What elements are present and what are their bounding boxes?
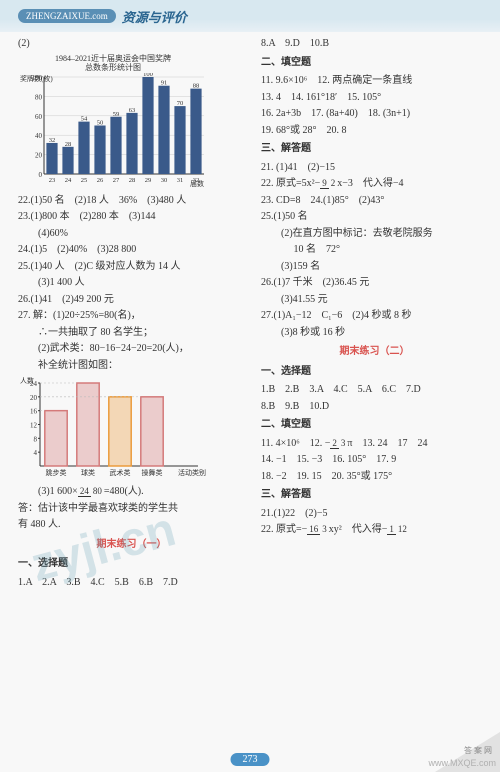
content-area: (2) 1984–2021近十届奥运会中国奖牌 总数条形统计图 0 20 40 60 8… — [0, 32, 500, 742]
text-line: 23.(1)800 本 (2)280 本 (3)144 — [18, 209, 245, 225]
section-subtitle: 二、填空题 — [261, 55, 488, 71]
svg-text:50: 50 — [97, 119, 104, 126]
text-line: (3)1 600×2480=480(人). — [18, 484, 245, 500]
text-line: 8.B 9.B 10.D — [261, 399, 488, 415]
page-number: 273 — [231, 753, 270, 766]
corner-url: www.MXQE.com — [428, 758, 496, 768]
text-line: 11. 4×10⁶ 12. −23π 13. 24 17 24 — [261, 436, 488, 452]
text-line: 11. 9.6×10⁶ 12. 两点确定一条直线 — [261, 73, 488, 89]
text-line: 27.(1)A₁−12 C₁−6 (2)4 秒或 8 秒 — [261, 308, 488, 324]
text-line: (2)武术类：80−16−24−20=20(人)， — [18, 341, 245, 357]
text-line: (3)41.55 元 — [261, 292, 488, 308]
svg-text:届数: 届数 — [190, 179, 204, 188]
text-line: 21.(1)22 (2)−5 — [261, 506, 488, 522]
svg-text:跳步类: 跳步类 — [46, 468, 67, 477]
text-line: 8.A 9.D 10.B — [261, 36, 488, 52]
text-line: 22.(1)50 名 (2)18 人 36% (3)480 人 — [18, 193, 245, 209]
right-column: 8.A 9.D 10.B 二、填空题 11. 9.6×10⁶ 12. 两点确定一… — [253, 36, 488, 734]
svg-text:60: 60 — [35, 112, 43, 120]
svg-text:8: 8 — [34, 435, 38, 443]
text-line: 27. 解：(1)20÷25%=80(名)， — [18, 308, 245, 324]
svg-text:80: 80 — [35, 93, 43, 101]
svg-text:25: 25 — [81, 177, 88, 184]
section-subtitle: 一、选择题 — [18, 556, 245, 572]
svg-text:26: 26 — [97, 177, 104, 184]
header-title: 资源与评价 — [122, 7, 187, 26]
section-title: 期末练习（二） — [261, 344, 488, 360]
text-line: 24.(1)5 (2)40% (3)28 800 — [18, 242, 245, 258]
svg-text:23: 23 — [49, 177, 56, 184]
svg-text:20: 20 — [35, 151, 43, 159]
svg-text:30: 30 — [161, 177, 168, 184]
left-column: (2) 1984–2021近十届奥运会中国奖牌 总数条形统计图 0 20 40 60 8… — [18, 36, 253, 734]
text-line: (3)1 400 人 — [18, 275, 245, 291]
svg-text:54: 54 — [81, 115, 88, 122]
text-line: 1.A 2.A 3.B 4.C 5.B 6.B 7.D — [18, 575, 245, 591]
svg-text:人数: 人数 — [20, 376, 34, 385]
bar-chart-1: 1984–2021近十届奥运会中国奖牌 总数条形统计图 0 20 40 60 80 100… — [18, 54, 208, 189]
svg-text:球类: 球类 — [81, 468, 95, 477]
svg-text:4: 4 — [34, 449, 38, 457]
svg-text:27: 27 — [113, 177, 120, 184]
text-line: 25.(1)50 名 — [261, 209, 488, 225]
header-badge: ZHENGZAIXUE.com — [18, 9, 116, 23]
text-line: 答：估计该中学最喜欢球类的学生共 — [18, 501, 245, 517]
text-line: 25.(1)40 人 (2)C 级对应人数为 14 人 — [18, 259, 245, 275]
svg-text:24: 24 — [65, 177, 72, 184]
text-line: 21. (1)41 (2)−15 — [261, 160, 488, 176]
svg-text:28: 28 — [65, 141, 72, 148]
svg-text:29: 29 — [145, 177, 152, 184]
text-line: 23. CD=8 24.(1)85° (2)43° — [261, 193, 488, 209]
svg-text:操舞类: 操舞类 — [142, 468, 163, 477]
section-subtitle: 一、选择题 — [261, 364, 488, 380]
bar-chart-2: 4812162024跳步类球类武术类操舞类人数活动类别 — [18, 375, 208, 480]
text-line: 13. 4 14. 161°18′ 15. 105° — [261, 90, 488, 106]
text-line: 14. −1 15. −3 16. 105° 17. 9 — [261, 452, 488, 468]
svg-text:32: 32 — [49, 137, 56, 144]
section-subtitle: 三、解答题 — [261, 141, 488, 157]
svg-text:91: 91 — [161, 79, 168, 86]
svg-text:88: 88 — [193, 82, 200, 89]
svg-text:奖牌数(枚): 奖牌数(枚) — [20, 74, 53, 83]
text-line: 16. 2a+3b 17. (8a+40) 18. (3n+1) — [261, 106, 488, 122]
svg-text:28: 28 — [129, 177, 136, 184]
text-line: 26.(1)41 (2)49 200 元 — [18, 292, 245, 308]
section-subtitle: 三、解答题 — [261, 487, 488, 503]
svg-text:20: 20 — [30, 394, 38, 402]
text-line: 补全统计图如图： — [18, 358, 245, 374]
chart1-title1: 1984–2021近十届奥运会中国奖牌 — [18, 54, 208, 64]
svg-text:59: 59 — [113, 110, 120, 117]
text-line: (4)60% — [18, 226, 245, 242]
svg-text:63: 63 — [129, 107, 136, 114]
svg-text:40: 40 — [35, 132, 43, 140]
text-line: 22. 原式=5x²−92x−3 代入得−4 — [261, 176, 488, 192]
text-line: 22. 原式=−163xy² 代入得−112 — [261, 522, 488, 538]
text-line: 1.B 2.B 3.A 4.C 5.A 6.C 7.D — [261, 382, 488, 398]
text-line: 有 480 人. — [18, 517, 245, 533]
section-title: 期末练习（一） — [18, 537, 245, 553]
svg-text:16: 16 — [30, 408, 38, 416]
text-line: (2)在直方图中标记：去敬老院服务 — [261, 226, 488, 242]
text-line: 26.(1)7 千米 (2)36.45 元 — [261, 275, 488, 291]
chart1-svg: 0204060801003223282454255026592763281002… — [18, 73, 208, 188]
chart1-title2: 总数条形统计图 — [18, 63, 208, 73]
svg-text:100: 100 — [143, 73, 153, 78]
chart2-svg: 4812162024跳步类球类武术类操舞类人数活动类别 — [18, 375, 208, 480]
text-line: 10 名 72° — [261, 242, 488, 258]
svg-text:武术类: 武术类 — [110, 468, 131, 477]
text-line: ∴一共抽取了 80 名学生； — [18, 325, 245, 341]
section-subtitle: 二、填空题 — [261, 417, 488, 433]
corner-site: 答案网 — [464, 745, 494, 756]
text-line: (3)8 秒或 16 秒 — [261, 325, 488, 341]
svg-text:活动类别: 活动类别 — [178, 468, 206, 477]
svg-text:12: 12 — [30, 422, 38, 430]
page-header: ZHENGZAIXUE.com 资源与评价 — [0, 0, 500, 32]
svg-text:0: 0 — [39, 171, 43, 179]
svg-text:70: 70 — [177, 100, 184, 107]
text-line: 18. −2 19. 15 20. 35°或 175° — [261, 469, 488, 485]
text-line: (2) — [18, 36, 245, 52]
svg-text:31: 31 — [177, 177, 184, 184]
text-line: 19. 68°或 28° 20. 8 — [261, 123, 488, 139]
text-line: (3)159 名 — [261, 259, 488, 275]
